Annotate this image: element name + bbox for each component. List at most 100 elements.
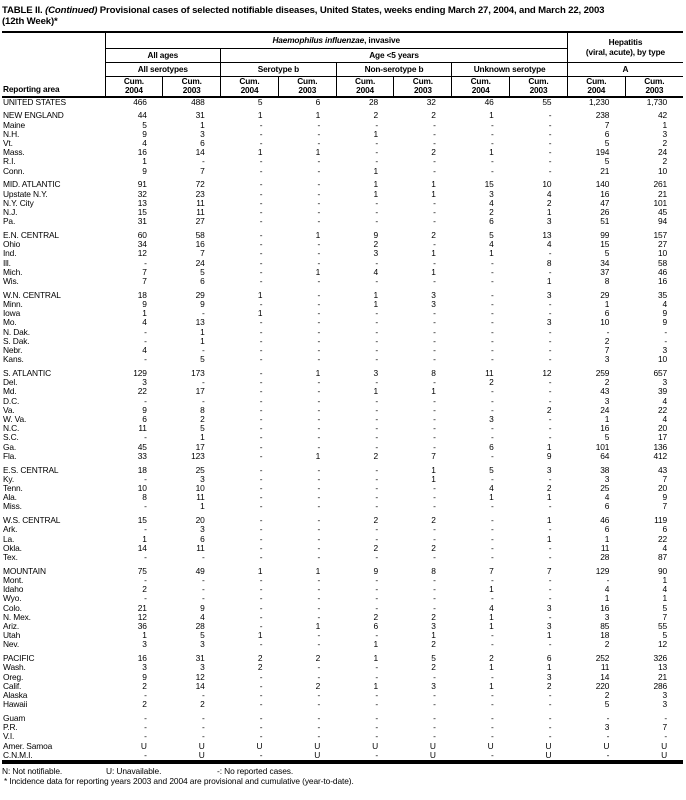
- cell-value: 9: [662, 492, 668, 503]
- cell-value: 16: [137, 653, 147, 664]
- row-label: Va.: [3, 404, 15, 415]
- row-label: E.S. CENTRAL: [3, 464, 59, 475]
- cell-value: -: [433, 584, 436, 595]
- footnote-unavailable: U: Unavailable.: [106, 766, 162, 777]
- cell-value: -: [259, 533, 263, 544]
- cell-value: 22: [658, 533, 668, 544]
- cell-value: -: [317, 298, 321, 309]
- cell-value: 4: [662, 298, 668, 309]
- cell-value: -: [317, 404, 321, 415]
- row-label: Colo.: [3, 602, 22, 613]
- cell-value: 1: [315, 266, 321, 277]
- cell-value: 11: [600, 662, 610, 673]
- cell-value: -: [144, 593, 147, 604]
- cell-value: -: [259, 128, 263, 139]
- cell-value: -: [144, 690, 147, 701]
- row-label: Vt.: [3, 137, 13, 148]
- cell-value: -: [490, 639, 494, 650]
- table-row: Okla. 14 11 - - 2 2 - - 11 4: [2, 542, 683, 553]
- table-row: Conn. 9 7 - - 1 - - - 21 10: [2, 165, 683, 176]
- cell-value: 3: [546, 602, 552, 613]
- cell-value: -: [548, 690, 552, 701]
- col-group-age-under-5: Age <5 years: [220, 48, 568, 63]
- cell-value: -: [259, 257, 263, 268]
- cell-value: 11: [196, 542, 205, 553]
- table-body: UNITED STATES 466 488 5 6 28 32 46 55 1,230 1,730 N…: [2, 97, 683, 763]
- cell-value: 34: [137, 239, 147, 250]
- row-label: R.I.: [3, 156, 16, 167]
- cell-value: 21: [137, 602, 147, 613]
- cell-value: -: [375, 317, 378, 328]
- cell-value: -: [490, 344, 494, 355]
- row-label: Iowa: [3, 308, 21, 319]
- cell-value: -: [490, 266, 494, 277]
- cell-value: 2: [142, 584, 147, 595]
- cell-value: 10: [600, 317, 610, 328]
- cell-value: -: [144, 713, 147, 724]
- cell-value: -: [201, 308, 205, 319]
- cell-value: -: [490, 630, 494, 641]
- cell-value: -: [201, 690, 205, 701]
- cell-value: 1: [489, 492, 494, 503]
- cell-value: U: [198, 749, 205, 760]
- cell-value: -: [375, 749, 378, 760]
- cell-value: -: [606, 326, 610, 337]
- cell-value: 7: [662, 473, 668, 484]
- cell-value: 2: [200, 413, 205, 424]
- cell-value: 9: [142, 165, 147, 176]
- cell-value: 1: [315, 367, 321, 378]
- cell-value: -: [259, 229, 263, 240]
- cell-value: 37: [600, 266, 610, 277]
- cell-value: 6: [489, 441, 494, 452]
- cell-value: 2: [431, 515, 436, 526]
- cell-value: -: [259, 137, 263, 148]
- cell-value: 46: [484, 96, 494, 107]
- cell-value: 1: [546, 662, 552, 673]
- cell-value: 9: [200, 298, 205, 309]
- cell-value: -: [259, 206, 263, 217]
- cell-value: 6: [489, 216, 494, 227]
- table-row: V.I. - - - - - - - - - -: [2, 732, 683, 741]
- cell-value: -: [433, 552, 436, 562]
- cell-value: -: [375, 404, 378, 415]
- cell-value: -: [317, 216, 321, 227]
- cell-value: 10: [542, 179, 552, 190]
- cell-value: 29: [195, 289, 205, 300]
- cell-value: 3: [546, 216, 552, 227]
- cell-value: 9: [662, 308, 668, 319]
- cell-value: 4: [489, 482, 494, 493]
- cell-value: 238: [595, 110, 610, 121]
- cell-value: 7: [431, 450, 436, 461]
- cell-value: 1: [489, 248, 494, 259]
- cell-value: 2: [373, 542, 378, 553]
- row-label: Hawaii: [3, 699, 28, 710]
- cell-value: 9: [373, 565, 378, 576]
- cell-value: 7: [546, 565, 552, 576]
- cell-value: -: [664, 326, 668, 337]
- cell-value: 11: [196, 492, 205, 503]
- table-row: Iowa 1 - 1 - - - - - 6 9: [2, 308, 683, 319]
- cell-value: -: [317, 165, 321, 176]
- cell-value: 2: [315, 653, 321, 664]
- cell-value: 3: [431, 680, 436, 691]
- table-row: Oreg. 9 12 - - - - - 3 14 21: [2, 671, 683, 682]
- cell-value: 64: [600, 450, 610, 461]
- cell-value: 3: [373, 367, 378, 378]
- cell-value: -: [144, 501, 147, 512]
- cell-value: -: [317, 239, 321, 250]
- cell-value: 85: [600, 621, 610, 632]
- cell-value: -: [490, 156, 494, 167]
- cell-value: 1,230: [589, 96, 610, 107]
- cell-value: 2: [489, 653, 494, 664]
- row-label: Pa.: [3, 216, 16, 227]
- footnote-no-reported-cases: -: No reported cases.: [217, 766, 294, 777]
- cell-value: -: [259, 515, 263, 526]
- cell-value: -: [433, 432, 436, 443]
- cell-value: -: [548, 298, 552, 309]
- cell-value: -: [490, 552, 494, 562]
- cell-value: -: [259, 404, 263, 415]
- table-row: Va. 9 8 - - - - - 2 24 22: [2, 404, 683, 415]
- cell-value: -: [433, 671, 436, 682]
- cell-value: -: [317, 671, 321, 682]
- cell-value: -: [317, 197, 321, 208]
